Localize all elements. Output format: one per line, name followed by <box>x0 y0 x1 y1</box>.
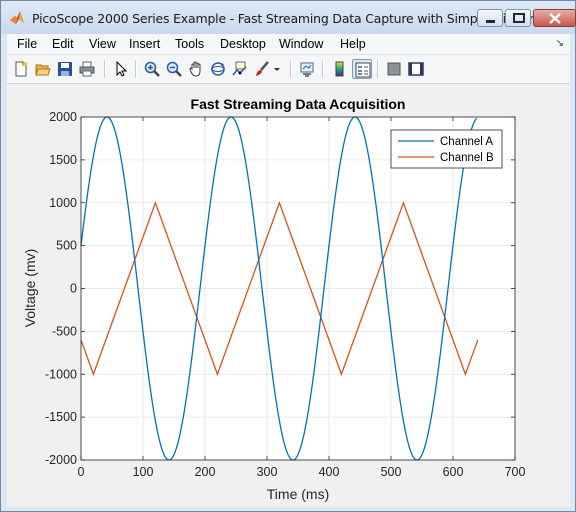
new-figure-button[interactable] <box>11 59 31 79</box>
minimize-icon <box>486 20 495 23</box>
y-tick-label: 0 <box>70 282 77 296</box>
print-icon <box>79 61 95 77</box>
x-tick-label: 600 <box>443 465 464 479</box>
axes-box <box>80 116 516 461</box>
y-tick-label: 1000 <box>49 196 77 210</box>
menu-insert[interactable]: Insert <box>129 37 161 51</box>
save-button[interactable] <box>55 59 75 79</box>
menu-edit[interactable]: Edit <box>52 37 74 51</box>
pan-icon <box>189 61 201 77</box>
show-plot-tools-button[interactable] <box>406 59 426 79</box>
hide-plot-tools-icon <box>387 62 401 76</box>
colorbar-button[interactable] <box>330 59 350 79</box>
y-tick-label: -500 <box>52 324 77 338</box>
brush-dropdown[interactable] <box>271 59 283 79</box>
pan-button[interactable] <box>186 59 206 79</box>
y-axis-ticks: -2000 -1500 -1000 -500 0 500 1000 1500 2000 <box>45 110 515 467</box>
toolbar-separator <box>104 60 106 78</box>
x-tick-label: 300 <box>257 465 278 479</box>
toolbar-separator <box>322 60 324 78</box>
data-cursor-icon <box>232 61 247 76</box>
zoom-in-icon <box>144 61 160 77</box>
zoom-in-button[interactable] <box>142 59 162 79</box>
zoom-out-icon <box>166 61 182 77</box>
legend-icon <box>355 62 371 78</box>
y-tick-label: -1500 <box>45 410 77 424</box>
maximize-icon <box>513 13 525 23</box>
y-tick-label: -2000 <box>45 453 77 467</box>
link-plot-icon <box>300 62 314 77</box>
pointer-icon <box>116 61 128 77</box>
menu-desktop[interactable]: Desktop <box>220 37 266 51</box>
x-tick-label: 200 <box>195 465 216 479</box>
rotate-3d-icon <box>211 62 225 76</box>
x-tick-label: 700 <box>505 465 526 479</box>
title-bar[interactable]: PicoScope 2000 Series Example - Fast Str… <box>1 1 576 34</box>
y-tick-label: 2000 <box>49 110 77 124</box>
figure-canvas: 0 100 200 300 400 500 600 700 -2000 -1500 -1000 -5… <box>7 84 570 507</box>
link-plot-button[interactable] <box>297 59 317 79</box>
y-axis-label: Voltage (mv) <box>22 249 38 328</box>
minimize-button[interactable] <box>477 9 503 27</box>
new-figure-icon <box>15 61 27 77</box>
hide-plot-tools-button[interactable] <box>384 59 404 79</box>
x-tick-label: 0 <box>78 465 85 479</box>
chart-title: Fast Streaming Data Acquisition <box>191 96 406 112</box>
x-axis-ticks: 0 100 200 300 400 500 600 700 <box>78 117 526 479</box>
series-channel-a <box>80 116 478 461</box>
show-plot-tools-icon <box>408 62 424 76</box>
x-axis-label: Time (ms) <box>267 486 329 502</box>
menu-bar: File Edit View Insert Tools Desktop Wind… <box>7 34 570 55</box>
y-tick-label: -1000 <box>45 367 77 381</box>
brush-dropdown-icon <box>274 68 280 71</box>
open-file-button[interactable] <box>33 59 53 79</box>
close-button[interactable] <box>533 9 576 27</box>
rotate-3d-button[interactable] <box>208 59 228 79</box>
print-button[interactable] <box>77 59 97 79</box>
window-title: PicoScope 2000 Series Example - Fast Str… <box>32 11 534 26</box>
menu-file[interactable]: File <box>17 37 38 51</box>
x-tick-label: 100 <box>133 465 154 479</box>
figure-toolbar <box>7 55 570 84</box>
menu-view[interactable]: View <box>89 37 116 51</box>
brush-button[interactable] <box>252 59 272 79</box>
toolbar-separator <box>135 60 137 78</box>
toolbar-separator <box>377 60 379 78</box>
zoom-out-button[interactable] <box>164 59 184 79</box>
open-file-icon <box>35 64 51 76</box>
legend-box <box>390 129 503 169</box>
legend[interactable]: Channel A Channel B <box>390 129 503 169</box>
edit-plot-button[interactable] <box>111 59 131 79</box>
x-tick-label: 500 <box>381 465 402 479</box>
x-tick-label: 400 <box>319 465 340 479</box>
close-icon <box>549 13 561 24</box>
data-cursor-button[interactable] <box>230 59 250 79</box>
legend-label-channel-a: Channel A <box>440 136 493 148</box>
toolbar-separator <box>290 60 292 78</box>
menu-window[interactable]: Window <box>279 37 324 51</box>
save-icon <box>58 62 72 76</box>
matlab-logo-icon <box>10 11 24 24</box>
brush-icon <box>256 61 269 76</box>
menu-help[interactable]: Help <box>340 37 366 51</box>
y-tick-label: 1500 <box>49 153 77 167</box>
dock-figure-icon[interactable]: ↘ <box>555 38 564 49</box>
menu-tools[interactable]: Tools <box>175 37 205 51</box>
legend-button[interactable] <box>352 59 372 79</box>
legend-label-channel-b: Channel B <box>440 152 494 164</box>
y-tick-label: 500 <box>56 239 77 253</box>
colorbar-icon <box>335 61 344 77</box>
line-chart[interactable]: 0 100 200 300 400 500 600 700 -2000 -1500 -1000 -5… <box>7 84 570 507</box>
maximize-button[interactable] <box>505 9 531 27</box>
